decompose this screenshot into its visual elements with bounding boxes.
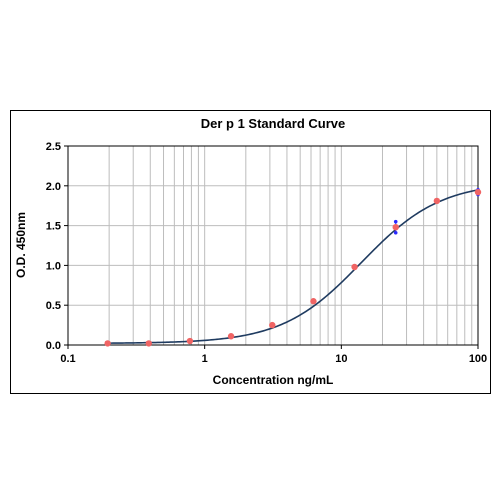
data-points — [104, 188, 482, 347]
y-tick-label: 2.5 — [46, 141, 61, 153]
data-point — [310, 298, 317, 305]
chart-frame — [10, 110, 491, 394]
y-tick-label: 1.0 — [46, 260, 61, 272]
data-point — [474, 188, 482, 196]
y-tick-label: 0.0 — [46, 340, 61, 352]
data-point — [269, 321, 276, 329]
data-point — [104, 340, 111, 347]
y-axis-ticks: 0.0 0.5 1.0 1.5 2.0 2.5 — [46, 141, 68, 352]
y-tick-label: 1.5 — [46, 221, 61, 233]
data-point — [351, 263, 358, 271]
error-bar-cap-top — [393, 219, 398, 224]
data-point — [145, 340, 152, 347]
data-point — [433, 197, 441, 205]
data-point — [186, 337, 194, 345]
data-point — [227, 333, 235, 340]
data-point — [392, 223, 399, 231]
chart-title: Der p 1 Standard Curve — [201, 116, 346, 131]
error-bar-cap-bottom — [393, 230, 398, 235]
x-tick-label: 0.1 — [60, 353, 75, 365]
x-axis-ticks: 0.1 1 10 100 — [60, 345, 487, 365]
x-tick-label: 10 — [335, 353, 347, 365]
x-axis-label: Concentration ng/mL — [213, 373, 334, 387]
fit-curve-line — [107, 189, 479, 344]
y-axis-label: O.D. 450nm — [14, 212, 28, 278]
y-tick-label: 2.0 — [46, 181, 61, 193]
x-tick-label: 100 — [469, 353, 487, 365]
grid-lines — [68, 146, 478, 345]
x-tick-label: 1 — [202, 353, 208, 365]
y-tick-label: 0.5 — [46, 300, 61, 312]
plot-area-border — [67, 145, 479, 346]
